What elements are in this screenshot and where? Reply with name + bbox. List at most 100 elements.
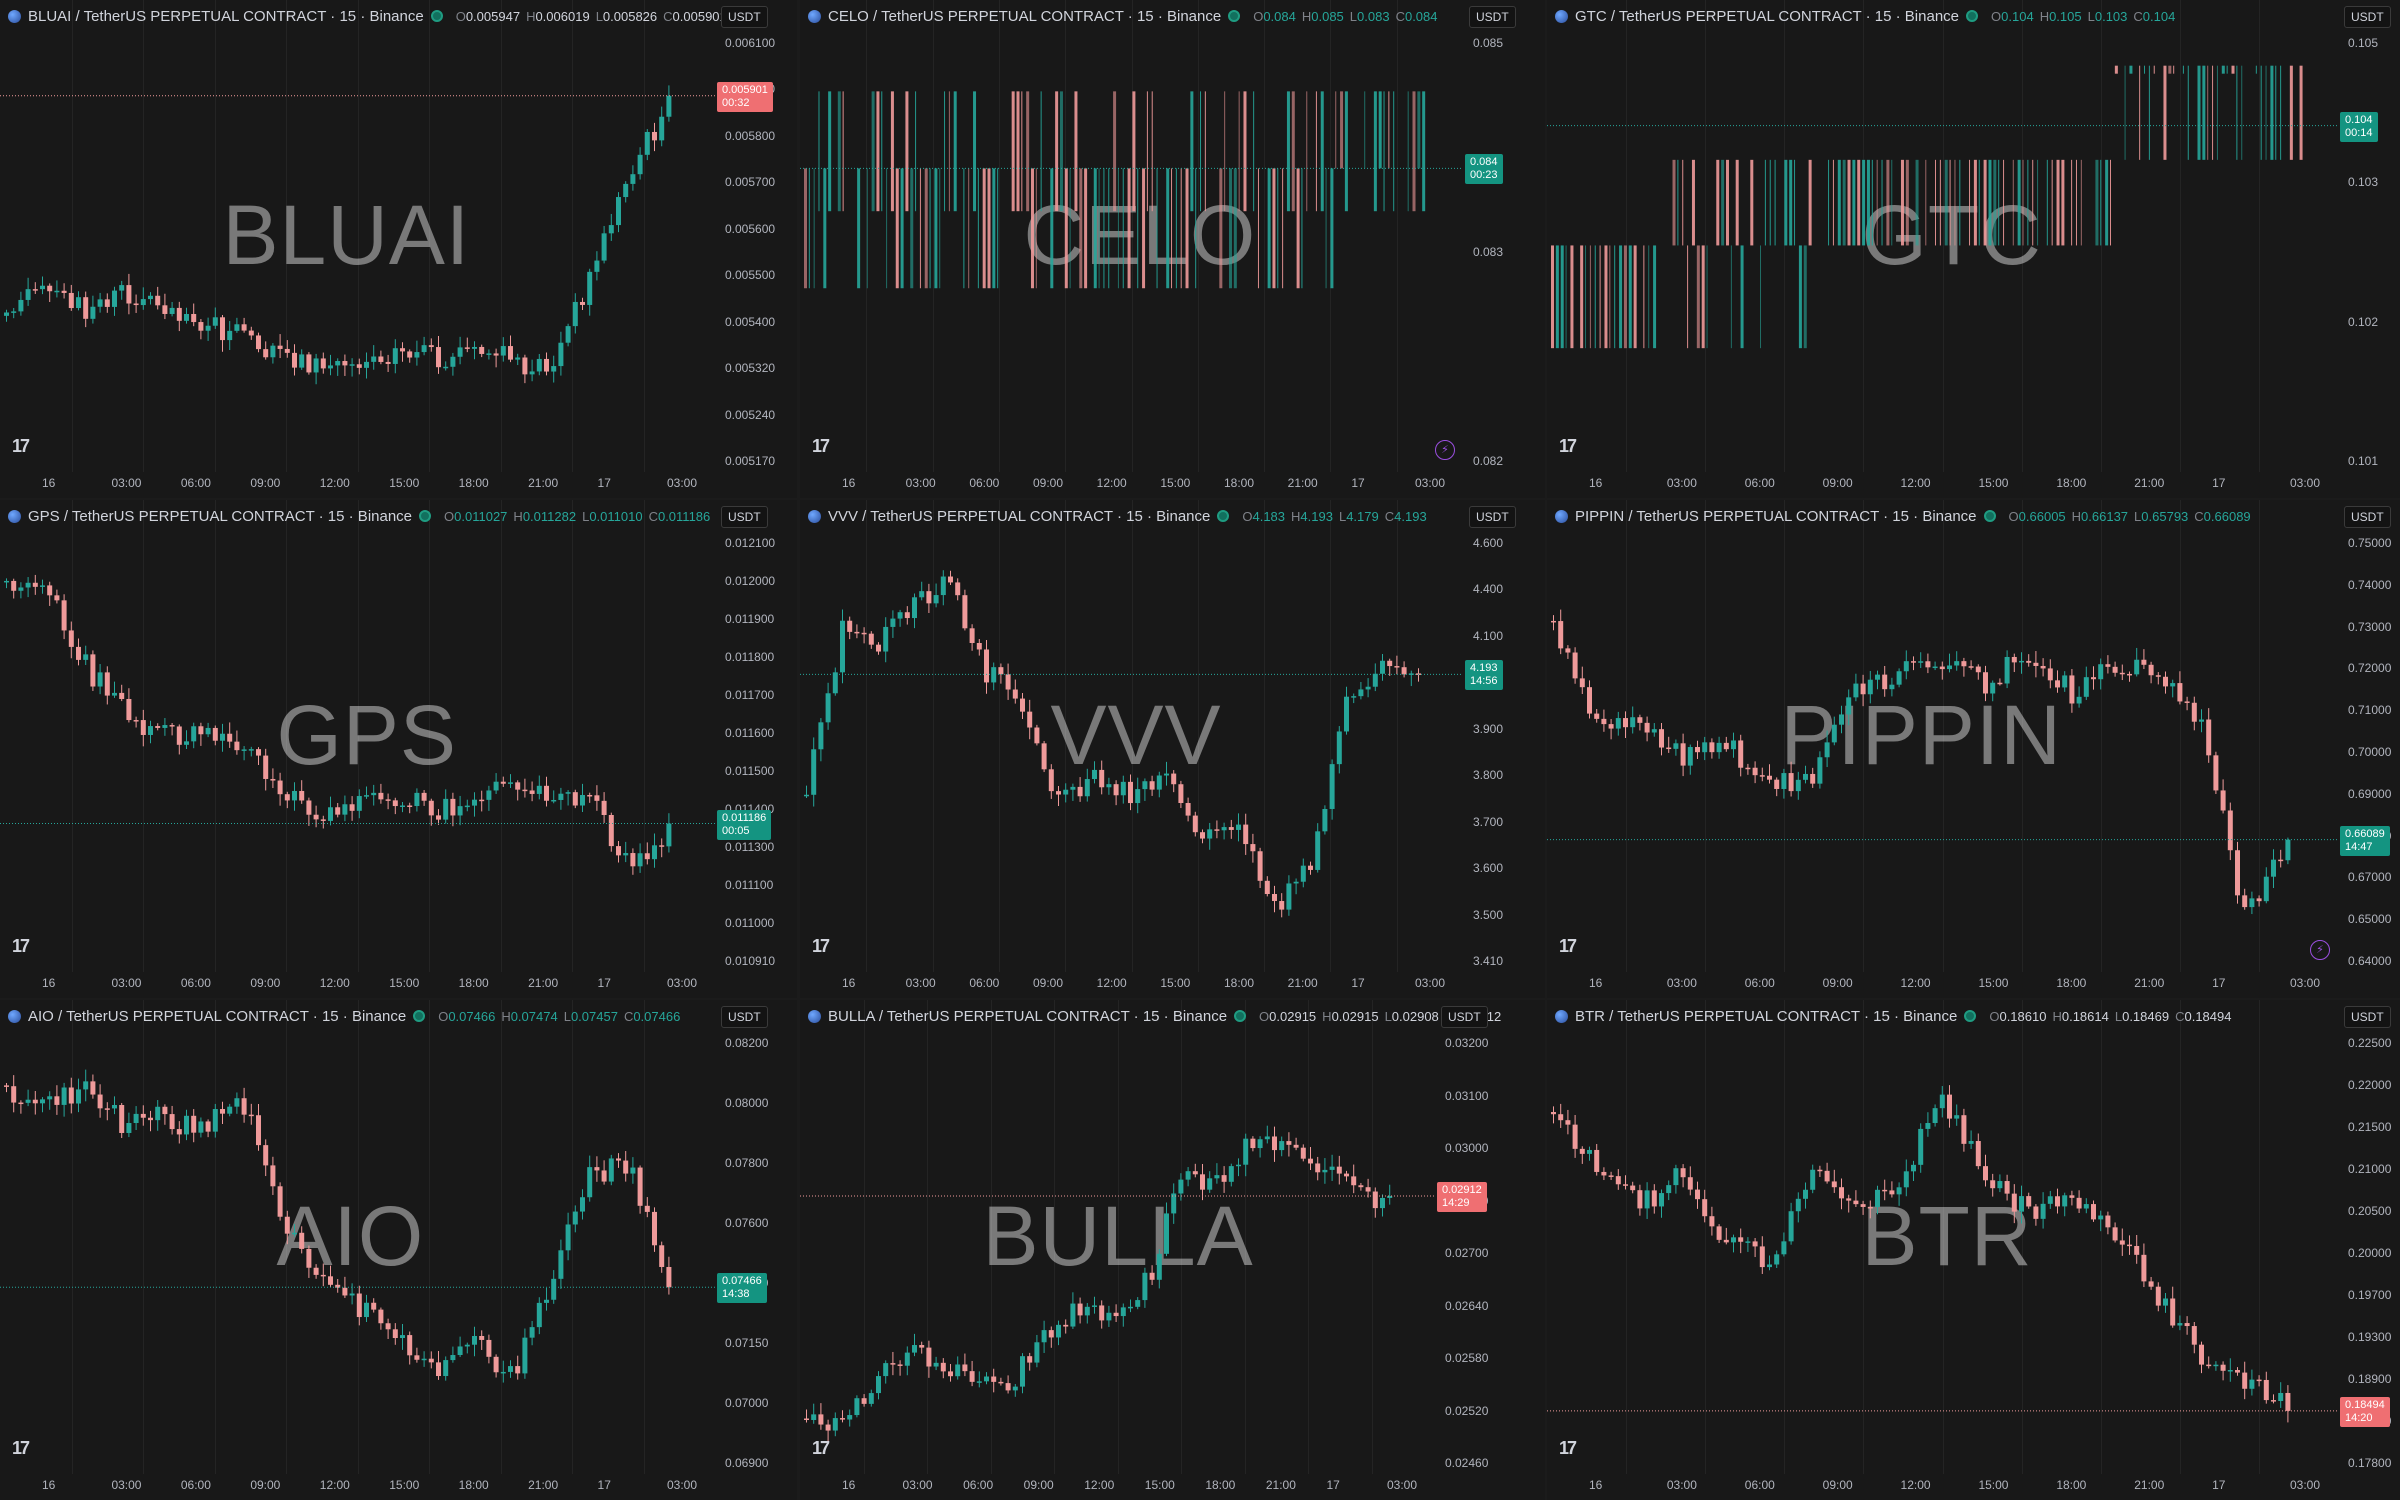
candlestick-series[interactable] bbox=[800, 1000, 1435, 1470]
currency-button[interactable]: USDT bbox=[2344, 1006, 2391, 1028]
symbol-title[interactable]: GTC / TetherUS PERPETUAL CONTRACT · 15 ·… bbox=[1575, 7, 1960, 25]
candle-body bbox=[1886, 159, 1890, 246]
chart-pane-bulla[interactable]: BULLA / TetherUS PERPETUAL CONTRACT · 15… bbox=[800, 1000, 1545, 1500]
chart-pane-pippin[interactable]: PIPPIN / TetherUS PERPETUAL CONTRACT · 1… bbox=[1547, 500, 2400, 998]
candle-body bbox=[2114, 65, 2118, 74]
candlestick-series[interactable] bbox=[0, 500, 715, 968]
candle-body bbox=[861, 1398, 867, 1404]
candle-body bbox=[2184, 1323, 2190, 1327]
time-axis-tick: 15:00 bbox=[1978, 976, 2009, 990]
chart-pane-btr[interactable]: BTR / TetherUS PERPETUAL CONTRACT · 15 ·… bbox=[1547, 1000, 2400, 1500]
symbol-title[interactable]: AIO / TetherUS PERPETUAL CONTRACT · 15 ·… bbox=[28, 1007, 407, 1025]
tradingview-logo-icon[interactable]: 17 bbox=[12, 1438, 30, 1458]
candle-body bbox=[378, 356, 384, 362]
chart-header[interactable]: PIPPIN / TetherUS PERPETUAL CONTRACT · 1… bbox=[1555, 504, 2251, 528]
candle-body bbox=[861, 632, 867, 635]
chart-header[interactable]: AIO / TetherUS PERPETUAL CONTRACT · 15 ·… bbox=[8, 1004, 680, 1028]
chart-pane-gtc[interactable]: GTC / TetherUS PERPETUAL CONTRACT · 15 ·… bbox=[1547, 0, 2400, 498]
candlestick-series[interactable] bbox=[1547, 0, 2338, 468]
candle-body bbox=[241, 749, 247, 751]
candle-body bbox=[572, 301, 578, 327]
currency-button[interactable]: USDT bbox=[1441, 1006, 1488, 1028]
candlestick-series[interactable] bbox=[1547, 500, 2338, 968]
candle-body bbox=[1286, 1141, 1292, 1145]
candle-body bbox=[205, 727, 211, 735]
candlestick-series[interactable] bbox=[0, 0, 715, 468]
chart-header[interactable]: BULLA / TetherUS PERPETUAL CONTRACT · 15… bbox=[808, 1004, 1501, 1028]
candle-body bbox=[1401, 667, 1407, 675]
time-axis-tick: 06:00 bbox=[180, 476, 211, 490]
chart-pane-bluai[interactable]: BLUAI / TetherUS PERPETUAL CONTRACT · 15… bbox=[0, 0, 797, 498]
candle-body bbox=[529, 1327, 535, 1338]
tradingview-logo-icon[interactable]: 17 bbox=[812, 436, 830, 456]
ohlc-value-c: 0.084 bbox=[1404, 8, 1438, 24]
candle-body bbox=[1243, 824, 1249, 845]
candle-body bbox=[11, 580, 17, 591]
symbol-title[interactable]: BTR / TetherUS PERPETUAL CONTRACT · 15 ·… bbox=[1575, 1007, 1958, 1025]
candlestick-series[interactable] bbox=[800, 500, 1463, 968]
symbol-title[interactable]: VVV / TetherUS PERPETUAL CONTRACT · 15 ·… bbox=[828, 507, 1211, 525]
candle-body bbox=[623, 183, 629, 198]
currency-button[interactable]: USDT bbox=[721, 1006, 768, 1028]
time-axis-tick: 09:00 bbox=[250, 1478, 281, 1492]
candle-body bbox=[1735, 159, 1739, 246]
candle-body bbox=[2098, 664, 2104, 680]
candle-body bbox=[1020, 1356, 1025, 1387]
time-axis-tick: 21:00 bbox=[528, 976, 559, 990]
symbol-title[interactable]: BLUAI / TetherUS PERPETUAL CONTRACT · 15… bbox=[28, 7, 424, 25]
bar-countdown: 14:47 bbox=[2345, 840, 2373, 853]
currency-button[interactable]: USDT bbox=[2344, 6, 2391, 28]
chart-pane-vvv[interactable]: VVV / TetherUS PERPETUAL CONTRACT · 15 ·… bbox=[800, 500, 1545, 998]
chart-header[interactable]: GPS / TetherUS PERPETUAL CONTRACT · 15 ·… bbox=[8, 504, 710, 528]
tradingview-logo-icon[interactable]: 17 bbox=[812, 1438, 830, 1458]
candle-body bbox=[1831, 724, 1837, 743]
candle-body bbox=[2071, 159, 2073, 246]
candle-body bbox=[1178, 784, 1184, 803]
candlestick-series[interactable] bbox=[0, 1000, 715, 1470]
candle-body bbox=[1034, 1342, 1040, 1363]
currency-button[interactable]: USDT bbox=[1469, 6, 1516, 28]
chart-pane-celo[interactable]: CELO / TetherUS PERPETUAL CONTRACT · 15 … bbox=[800, 0, 1545, 498]
chart-header[interactable]: BLUAI / TetherUS PERPETUAL CONTRACT · 15… bbox=[8, 4, 727, 28]
candle-body bbox=[886, 168, 888, 289]
candle-body bbox=[2278, 859, 2284, 862]
symbol-title[interactable]: GPS / TetherUS PERPETUAL CONTRACT · 15 ·… bbox=[28, 507, 413, 525]
time-axis-tick: 03:00 bbox=[1666, 976, 1697, 990]
price-axis-tick: 0.083 bbox=[1473, 245, 1504, 259]
symbol-title[interactable]: PIPPIN / TetherUS PERPETUAL CONTRACT · 1… bbox=[1575, 507, 1977, 525]
chart-header[interactable]: BTR / TetherUS PERPETUAL CONTRACT · 15 ·… bbox=[1555, 1004, 2231, 1028]
candle-body bbox=[2177, 1323, 2183, 1326]
candlestick-series[interactable] bbox=[800, 0, 1463, 468]
alert-bolt-icon[interactable]: ⚡ bbox=[2310, 940, 2330, 960]
chart-header[interactable]: CELO / TetherUS PERPETUAL CONTRACT · 15 … bbox=[808, 4, 1438, 28]
tradingview-logo-icon[interactable]: 17 bbox=[12, 936, 30, 956]
candle-body bbox=[1876, 159, 1878, 246]
currency-button[interactable]: USDT bbox=[721, 6, 768, 28]
candle-body bbox=[1135, 1300, 1141, 1307]
tradingview-logo-icon[interactable]: 17 bbox=[1559, 936, 1577, 956]
candle-body bbox=[364, 361, 369, 368]
candle-body bbox=[1030, 168, 1034, 289]
chart-pane-aio[interactable]: AIO / TetherUS PERPETUAL CONTRACT · 15 ·… bbox=[0, 1000, 797, 1500]
candle-body bbox=[54, 1096, 60, 1105]
candle-body bbox=[1117, 168, 1119, 289]
tradingview-logo-icon[interactable]: 17 bbox=[812, 936, 830, 956]
grid-line bbox=[1197, 0, 1199, 472]
currency-button[interactable]: USDT bbox=[2344, 506, 2391, 528]
currency-button[interactable]: USDT bbox=[721, 506, 768, 528]
tradingview-logo-icon[interactable]: 17 bbox=[1559, 436, 1577, 456]
symbol-title[interactable]: CELO / TetherUS PERPETUAL CONTRACT · 15 … bbox=[828, 7, 1222, 25]
candle-body bbox=[1932, 1108, 1938, 1124]
chart-pane-gps[interactable]: GPS / TetherUS PERPETUAL CONTRACT · 15 ·… bbox=[0, 500, 797, 998]
tradingview-logo-icon[interactable]: 17 bbox=[12, 436, 30, 456]
currency-button[interactable]: USDT bbox=[1469, 506, 1516, 528]
candle-body bbox=[1364, 91, 1366, 169]
chart-header[interactable]: VVV / TetherUS PERPETUAL CONTRACT · 15 ·… bbox=[808, 504, 1427, 528]
candlestick-series[interactable] bbox=[1547, 1000, 2338, 1470]
time-axis-tick: 09:00 bbox=[1023, 1478, 1054, 1492]
alert-bolt-icon[interactable]: ⚡ bbox=[1435, 440, 1455, 460]
symbol-title[interactable]: BULLA / TetherUS PERPETUAL CONTRACT · 15… bbox=[828, 1007, 1228, 1025]
tradingview-logo-icon[interactable]: 17 bbox=[1559, 1438, 1577, 1458]
chart-header[interactable]: GTC / TetherUS PERPETUAL CONTRACT · 15 ·… bbox=[1555, 4, 2175, 28]
price-axis-tick: 4.400 bbox=[1473, 582, 1504, 597]
